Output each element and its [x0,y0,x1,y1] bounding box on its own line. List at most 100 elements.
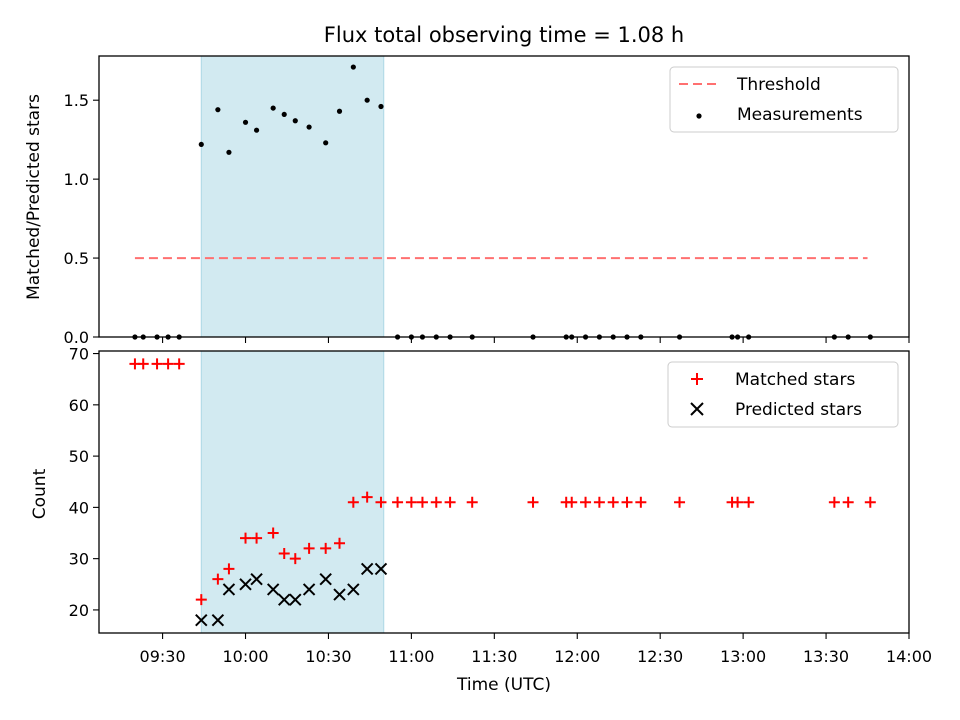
measurements-legend-swatch [696,113,702,119]
data-point [198,141,204,148]
count-y-axis-label: Count [30,468,50,519]
y-tick-label: 1.5 [64,91,89,110]
data-point [466,496,478,508]
data-point [281,111,287,118]
data-point [250,572,263,586]
data-point [278,548,290,560]
data-point [405,496,417,508]
threshold-legend-label: Threshold [736,75,821,95]
data-point [292,118,298,124]
x-tick-label: 11:30 [471,647,517,666]
data-point [392,496,404,508]
highlight-span [200,55,385,338]
data-point [226,149,232,155]
data-point [302,583,316,596]
data-point [240,532,252,544]
data-point [212,573,224,585]
data-point [361,491,373,503]
y-tick-label: 50 [69,447,89,466]
measurements-legend-label: Measurements [737,105,863,125]
x-tick-label: 10:00 [222,647,268,666]
ratio-panel: Flux total observing time = 1.08 h Match… [24,23,910,347]
y-tick-label: 60 [69,396,89,415]
data-point [137,358,149,370]
data-point [289,553,301,565]
data-point [347,496,359,508]
data-point [162,358,174,370]
data-point [828,496,840,508]
chart-title: Flux total observing time = 1.08 h [324,23,684,47]
y-tick-label: 40 [69,498,89,517]
data-point [607,496,619,508]
data-point [242,119,249,125]
data-point [195,594,207,606]
data-point [253,127,260,133]
y-tick-label: 0.5 [64,249,89,268]
data-point [732,496,744,508]
x-tick-label: 09:30 [140,647,186,666]
data-point [289,593,302,606]
predicted-stars-legend-label: Predicted stars [735,400,862,420]
data-point [580,496,592,508]
matched-stars-legend-swatch [691,373,703,385]
data-point [842,496,854,508]
data-point [334,537,346,549]
data-point [223,563,235,575]
data-point [674,496,686,508]
count-legend: Matched stars Predicted stars [667,361,899,428]
x-tick-label: 12:30 [637,647,683,666]
data-point [378,103,384,110]
data-point [333,588,346,601]
x-tick-label: 13:00 [720,647,766,666]
data-point [621,496,633,508]
ratio-plot-frame [98,55,910,338]
data-point [323,140,329,146]
data-point [350,64,356,70]
data-point [267,527,279,539]
y-tick-label: 30 [69,550,89,569]
data-point [743,496,755,508]
y-tick-label: 1.0 [64,170,89,189]
data-point [270,105,276,111]
x-axis-label: Time (UTC) [456,675,551,695]
data-point [864,496,876,508]
data-point [251,532,263,544]
data-point [306,124,312,130]
data-point [239,578,252,591]
series-matched-stars [129,358,876,606]
y-tick-label: 70 [69,345,89,364]
data-point [527,496,539,508]
data-point [375,496,387,508]
data-point [430,496,442,508]
data-point [211,613,225,627]
data-point [222,583,236,596]
data-point [215,107,221,113]
data-point [173,358,185,370]
y-tick-label: 0.0 [64,328,89,347]
data-point [360,562,374,576]
data-point [566,496,578,508]
data-point [278,593,291,606]
x-tick-label: 13:30 [803,647,849,666]
data-point [195,613,208,627]
data-point [266,583,280,596]
data-point [151,358,163,370]
data-point [374,562,388,576]
x-tick-label: 11:00 [388,647,434,666]
matched-stars-legend-label: Matched stars [735,370,855,390]
data-point [336,108,343,114]
data-point [444,496,456,508]
data-point [347,583,360,596]
x-tick-label: 10:30 [305,647,351,666]
x-tick-label: 12:00 [554,647,600,666]
y-tick-label: 20 [69,601,89,620]
data-point [635,496,647,508]
data-point [319,572,332,586]
data-point [364,97,370,103]
predicted-stars-legend-swatch [690,402,704,416]
ratio-legend: Threshold Measurements [669,66,899,133]
data-point [416,496,428,508]
x-tick-label: 14:00 [886,647,932,666]
data-point [320,542,332,554]
